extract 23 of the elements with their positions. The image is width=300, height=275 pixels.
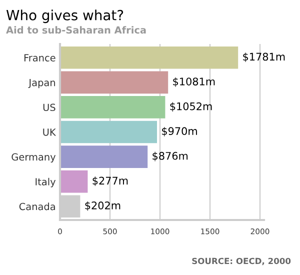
data-label: $277m bbox=[92, 176, 128, 186]
y-tick-label: Germany bbox=[12, 153, 56, 163]
y-tick-label: US bbox=[43, 104, 56, 112]
bar bbox=[60, 170, 88, 193]
source-note: SOURCE: OECD, 2000 bbox=[192, 258, 291, 266]
chart-title: Who gives what? bbox=[6, 10, 124, 24]
bar bbox=[60, 46, 238, 69]
data-label: $202m bbox=[85, 201, 120, 211]
data-label: $1081m bbox=[173, 77, 215, 87]
data-label: $1052m bbox=[170, 102, 212, 112]
data-label: $876m bbox=[152, 152, 188, 162]
data-label: $1781m bbox=[243, 52, 285, 62]
bar bbox=[60, 146, 148, 168]
data-label: $970m bbox=[162, 126, 197, 136]
chart-subtitle: Aid to sub-Saharan Africa bbox=[6, 26, 146, 34]
y-tick-label: Italy bbox=[36, 178, 56, 188]
y-tick-label: Canada bbox=[19, 202, 55, 210]
y-tick-label: Japan bbox=[28, 79, 56, 88]
bar bbox=[60, 120, 157, 144]
bar bbox=[60, 71, 168, 94]
bar bbox=[60, 96, 166, 118]
y-tick-label: UK bbox=[43, 128, 56, 136]
y-tick-label: France bbox=[24, 54, 56, 62]
